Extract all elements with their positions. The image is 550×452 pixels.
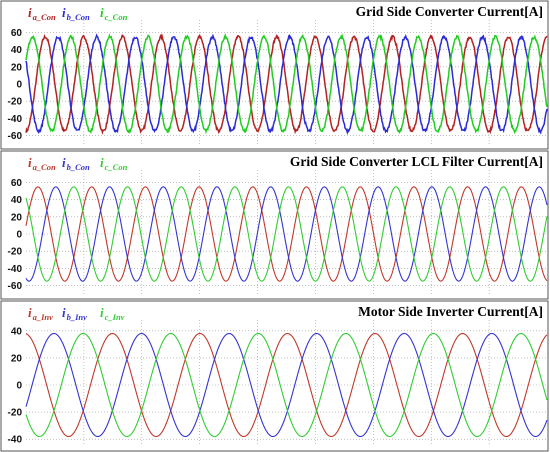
legend-symbol: i [62, 155, 66, 170]
legend-entry: ic_Inv [100, 305, 125, 322]
y-tick-label: 0 [16, 381, 22, 392]
y-tick-label: -40 [8, 264, 23, 275]
panel-title: Grid Side Converter LCL Filter Current[A… [290, 154, 543, 169]
y-tick-label: 20 [11, 212, 23, 223]
legend-subscript: c_Inv [105, 312, 125, 322]
y-tick-label: 40 [11, 326, 23, 337]
series-line-b-inv [25, 332, 548, 438]
y-tick-label: -40 [8, 435, 23, 446]
series-line-a-inv [25, 332, 548, 438]
legend-symbol: i [28, 155, 32, 170]
y-tick-label: 40 [11, 45, 23, 56]
legend-entry: ia_Con [28, 5, 56, 22]
y-tick-label: 60 [11, 28, 23, 39]
legend-subscript: b_Inv [67, 312, 88, 322]
legend-symbol: i [28, 5, 32, 20]
y-tick-label: -20 [8, 408, 23, 419]
legend-subscript: c_Con [105, 162, 128, 172]
legend-symbol: i [62, 305, 66, 320]
legend-symbol: i [28, 305, 32, 320]
y-tick-label: 60 [11, 178, 23, 189]
legend-entry: ia_Inv [28, 305, 53, 322]
series-line-c-con [25, 186, 548, 282]
legend-symbol: i [62, 5, 66, 20]
y-tick-label: -20 [8, 97, 23, 108]
panel-title: Motor Side Inverter Current[A] [358, 304, 543, 319]
y-tick-label: 0 [16, 80, 22, 91]
panel-title: Grid Side Converter Current[A] [356, 4, 543, 19]
legend-subscript: c_Con [105, 12, 128, 22]
y-tick-label: -60 [8, 281, 23, 292]
panel-frame [0, 0, 549, 150]
legend-symbol: i [100, 155, 104, 170]
series-line-b-con [25, 186, 548, 282]
legend-entry: ib_Con [62, 5, 90, 22]
y-tick-label: 0 [16, 230, 22, 241]
legend-entry: ic_Con [100, 5, 128, 22]
legend-subscript: a_Inv [33, 312, 54, 322]
legend-subscript: a_Con [33, 12, 56, 22]
y-tick-label: 40 [11, 195, 23, 206]
y-tick-label: -40 [8, 114, 23, 125]
legend-entry: ic_Con [100, 155, 128, 172]
legend-entry: ia_Con [28, 155, 56, 172]
series-line-c-con [25, 32, 548, 135]
legend-entry: ib_Con [62, 155, 90, 172]
y-tick-label: 20 [11, 62, 23, 73]
legend-subscript: b_Con [67, 162, 90, 172]
y-tick-label: -20 [8, 247, 23, 258]
legend-entry: ib_Inv [62, 305, 87, 322]
y-tick-label: 20 [11, 353, 23, 364]
legend-subscript: a_Con [33, 162, 56, 172]
legend-symbol: i [100, 305, 104, 320]
series-line-b-con [25, 33, 548, 136]
legend-symbol: i [100, 5, 104, 20]
series-line-c-inv [25, 332, 548, 438]
panel-frame [0, 300, 549, 452]
series-line-a-con [25, 33, 548, 135]
panel-frame [0, 150, 549, 300]
legend-subscript: b_Con [67, 12, 90, 22]
series-line-a-con [25, 186, 548, 282]
y-tick-label: -60 [8, 131, 23, 142]
